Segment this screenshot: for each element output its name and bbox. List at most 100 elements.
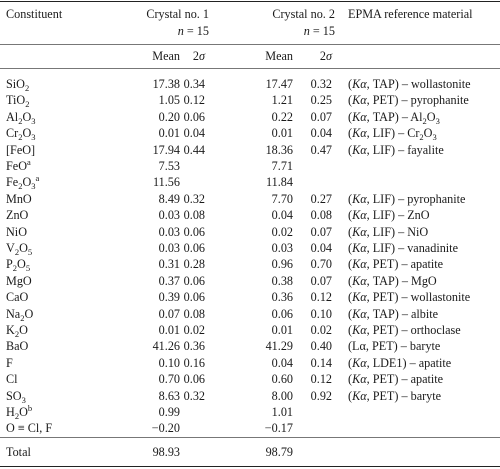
row-sigma-1: 0.08	[183, 208, 205, 223]
row-sigma-2: 0.02	[310, 323, 332, 337]
row-reference: (Kα, PET) – apatite	[348, 257, 444, 272]
total-mean-1: 98.93	[152, 445, 180, 459]
row-reference: (Kα, LDE1) – apatite	[348, 355, 452, 370]
row-constituent: Cl	[6, 372, 18, 387]
row-mean-2: 17.47	[265, 77, 293, 91]
row-sigma-1: 0.12	[183, 93, 205, 108]
header-sigma-1: 2σ	[192, 49, 205, 63]
row-sigma-1: 0.32	[183, 388, 205, 403]
row-constituent: SiO2	[6, 77, 30, 93]
header-crystal2: Crystal no. 2	[272, 7, 335, 21]
row-constituent: BaO	[6, 339, 29, 354]
row-reference: (Kα, LIF) – fayalite	[348, 142, 444, 157]
row-sigma-2: 0.07	[310, 273, 332, 288]
row-mean-2: 1.01	[271, 405, 293, 419]
row-mean-1: 0.03	[158, 208, 180, 223]
row-mean-2: 0.03	[271, 241, 293, 255]
row-mean-1: 0.31	[158, 257, 180, 272]
row-mean-2: 41.29	[265, 339, 293, 354]
row-constituent: [FeO]	[6, 142, 36, 157]
row-sigma-2: 0.04	[310, 126, 332, 141]
header-sigma-2: 2σ	[319, 49, 332, 63]
row-mean-2: 11.84	[266, 175, 293, 190]
row-mean-1: 0.70	[158, 372, 180, 387]
header-mean-2: Mean	[265, 49, 293, 63]
row-sigma-2: 0.04	[310, 241, 332, 255]
row-constituent: ZnO	[6, 208, 29, 223]
row-reference: (Kα, TAP) – wollastonite	[348, 77, 471, 91]
row-sigma-2: 0.14	[310, 355, 332, 370]
row-reference: (Kα, PET) – pyrophanite	[348, 93, 469, 108]
row-constituent: MgO	[6, 273, 32, 288]
row-sigma-1: 0.34	[183, 77, 205, 91]
row-sigma-1: 0.28	[183, 257, 205, 272]
row-reference: (Kα, TAP) – albite	[348, 306, 439, 321]
row-sigma-1: 0.02	[183, 323, 205, 337]
row-constituent: F	[6, 355, 13, 370]
row-constituent: Na2O	[6, 306, 34, 323]
row-mean-1: −0.20	[151, 421, 180, 436]
row-mean-2: −0.17	[264, 421, 293, 436]
row-reference: (Kα, PET) – wollastonite	[348, 290, 471, 305]
row-mean-2: 18.36	[265, 142, 293, 157]
row-sigma-1: 0.08	[183, 306, 205, 321]
row-sigma-1: 0.06	[183, 290, 205, 305]
row-sigma-1: 0.36	[183, 339, 205, 354]
row-reference: (Kα, PET) – baryte	[348, 388, 442, 403]
row-mean-1: 0.37	[158, 273, 180, 288]
row-reference: (Lα, PET) – baryte	[348, 339, 441, 354]
row-mean-1: 0.20	[158, 109, 180, 124]
row-constituent: TiO2	[6, 93, 30, 110]
row-mean-2: 0.22	[271, 109, 293, 124]
row-constituent: SO3	[6, 388, 26, 405]
row-sigma-1: 0.06	[183, 273, 205, 288]
row-sigma-2: 0.70	[310, 257, 332, 272]
row-sigma-2: 0.12	[310, 372, 332, 387]
row-sigma-1: 0.06	[183, 109, 205, 124]
header-rule	[0, 44, 500, 45]
row-mean-2: 7.71	[271, 159, 293, 173]
row-mean-1: 0.03	[158, 241, 180, 255]
row-reference: (Kα, TAP) – Al2O3	[348, 109, 440, 126]
row-mean-1: 0.07	[158, 306, 180, 321]
row-sigma-1: 0.06	[183, 372, 205, 387]
row-mean-1: 7.53	[158, 159, 180, 173]
row-constituent: MnO	[6, 191, 32, 206]
row-sigma-2: 0.47	[310, 142, 332, 157]
row-constituent: FeOa	[6, 157, 31, 173]
row-mean-1: 0.39	[158, 290, 180, 305]
row-sigma-1: 0.06	[183, 241, 205, 255]
row-reference: (Kα, PET) – orthoclase	[348, 323, 461, 337]
row-sigma-1: 0.32	[183, 191, 205, 206]
header-crystal1-n: n = 15	[177, 24, 209, 38]
row-reference: (Kα, LIF) – pyrophanite	[348, 191, 466, 206]
total-rule	[0, 437, 500, 438]
total-label: Total	[6, 445, 31, 459]
row-constituent: K2O	[6, 323, 28, 339]
row-constituent: Fe2O3a	[6, 173, 40, 192]
row-mean-1: 17.38	[152, 77, 180, 91]
header-mean-1: Mean	[152, 49, 180, 63]
total-mean-2: 98.79	[265, 445, 293, 459]
row-sigma-2: 0.07	[310, 109, 332, 124]
row-sigma-2: 0.92	[310, 388, 332, 403]
row-mean-2: 8.00	[271, 388, 293, 403]
row-constituent: V2O5	[6, 241, 33, 257]
row-reference: (Kα, TAP) – MgO	[348, 273, 437, 288]
row-sigma-1: 0.16	[183, 355, 205, 370]
row-sigma-1: 0.44	[183, 142, 205, 157]
row-mean-1: 0.99	[158, 405, 180, 419]
row-sigma-1: 0.06	[183, 224, 205, 239]
row-sigma-1: 0.04	[183, 126, 205, 141]
row-mean-2: 0.38	[271, 273, 293, 288]
row-mean-2: 0.01	[271, 323, 293, 337]
row-mean-1: 11.56	[153, 175, 180, 190]
row-mean-2: 0.96	[271, 257, 293, 272]
row-sigma-2: 0.25	[310, 93, 332, 108]
row-sigma-2: 0.32	[310, 77, 332, 91]
row-mean-1: 0.03	[158, 224, 180, 239]
row-reference: (Kα, LIF) – Cr2O3	[348, 126, 437, 143]
row-mean-2: 0.01	[271, 126, 293, 141]
row-reference: (Kα, LIF) – vanadinite	[348, 241, 458, 255]
